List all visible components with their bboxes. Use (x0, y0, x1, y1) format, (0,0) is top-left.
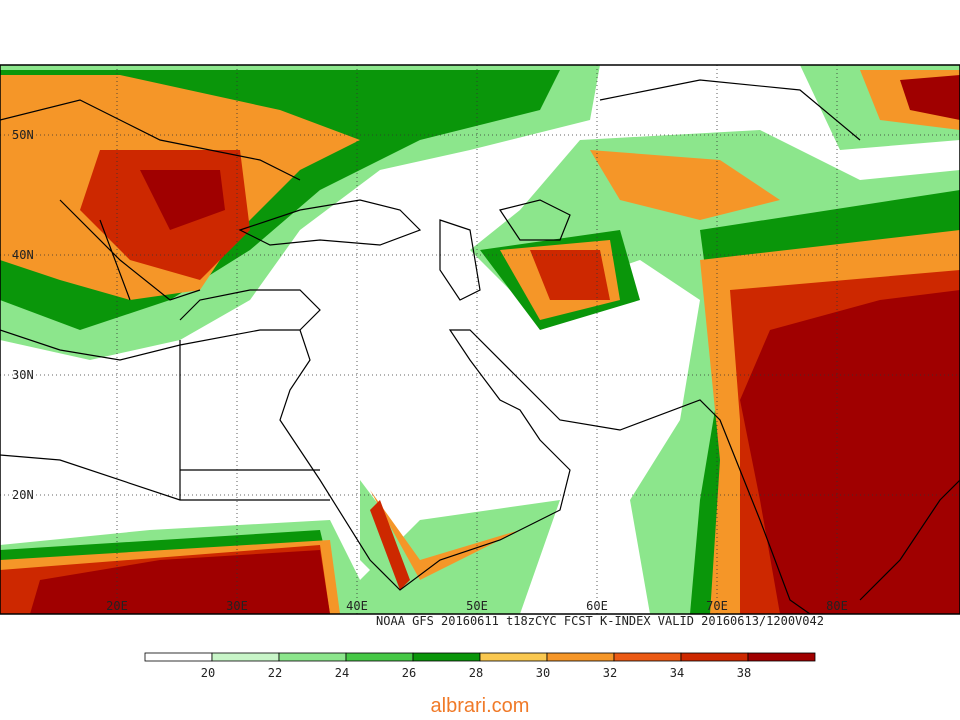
lat-label: 50N (12, 128, 34, 142)
colorbar-segment (144, 652, 213, 662)
caption: NOAA GFS 20160611 t18zCYC FCST K-INDEX V… (376, 614, 824, 628)
colorbar-label: 38 (737, 666, 751, 680)
lat-label: 30N (12, 368, 34, 382)
colorbar-label: 26 (402, 666, 416, 680)
lon-label: 70E (706, 599, 728, 613)
lon-label: 40E (346, 599, 368, 613)
colorbar-label: 32 (603, 666, 617, 680)
coastlines (0, 79, 960, 614)
map-frame (0, 64, 960, 615)
colorbar-label: 20 (201, 666, 215, 680)
lat-label: 20N (12, 488, 34, 502)
colorbar-segment (479, 652, 548, 662)
colorbar-segment (211, 652, 280, 662)
colorbar-segment (278, 652, 347, 662)
lon-label: 20E (106, 599, 128, 613)
lon-label: 30E (226, 599, 248, 613)
labels: NOAA GFS 20160611 t18zCYC FCST K-INDEX V… (376, 614, 824, 717)
colorbar-segment (412, 652, 481, 662)
colorbar-label: 34 (670, 666, 684, 680)
colorbar-label: 30 (536, 666, 550, 680)
field (0, 65, 960, 614)
watermark: albrari.com (431, 695, 530, 717)
k-index-38 (30, 75, 960, 614)
colorbar-label: 28 (469, 666, 483, 680)
lon-label: 50E (466, 599, 488, 613)
colorbar-segment (747, 652, 816, 662)
graticule (0, 65, 960, 614)
colorbar-segment (546, 652, 615, 662)
colorbar-segment (613, 652, 682, 662)
lat-label: 40N (12, 248, 34, 262)
colorbar-label: 22 (268, 666, 282, 680)
lon-label: 60E (586, 599, 608, 613)
colorbar-segment (680, 652, 749, 662)
colorbar-segment (345, 652, 414, 662)
colorbar-label: 24 (335, 666, 349, 680)
lon-label: 80E (826, 599, 848, 613)
